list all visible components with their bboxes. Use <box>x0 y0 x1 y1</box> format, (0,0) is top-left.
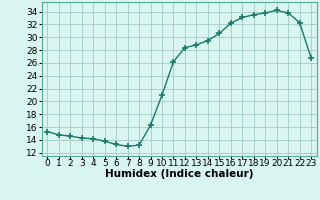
X-axis label: Humidex (Indice chaleur): Humidex (Indice chaleur) <box>105 169 253 179</box>
